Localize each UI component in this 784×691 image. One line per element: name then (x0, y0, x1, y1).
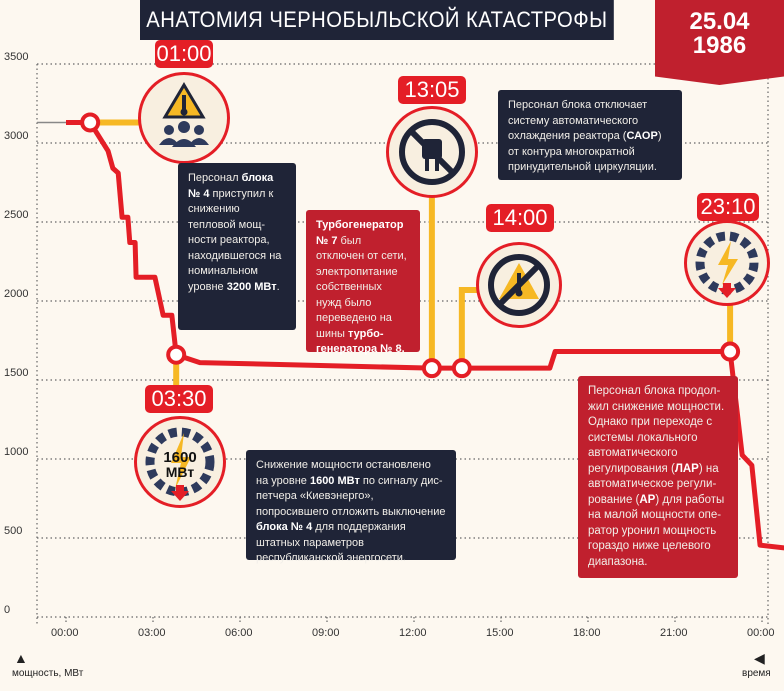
event-description: Турбогенератор № 7 был отключен от сети,… (306, 210, 420, 355)
x-tick-label: 00:00 (747, 627, 775, 639)
page-title: АНАТОМИЯ ЧЕРНОБЫЛЬСКОЙ КАТАСТРОФЫ (140, 0, 614, 40)
warning-thermometer-people-icon (138, 72, 230, 164)
y-tick-label: 2500 (4, 209, 29, 221)
x-tick-label: 09:00 (312, 627, 340, 639)
x-tick-label: 06:00 (225, 627, 253, 639)
gear-lightning-icon: 1600 МВт (134, 416, 226, 508)
event-time-label: 13:05 (398, 76, 466, 104)
event-marker (80, 112, 101, 133)
unplugged-icon (386, 106, 478, 198)
event-time-label: 01:00 (155, 40, 213, 68)
gear-lightning-down-icon (684, 220, 770, 306)
event-description: Персонал блока отключает систему автомат… (498, 90, 682, 180)
x-tick-label: 00:00 (51, 627, 79, 639)
x-tick-label: 12:00 (399, 627, 427, 639)
x-axis-arrow-icon: ◀ (754, 650, 765, 666)
event-marker (166, 344, 187, 365)
event-marker (451, 358, 472, 379)
event-time-label: 14:00 (486, 204, 554, 232)
event-time-label: 03:30 (145, 385, 213, 413)
event-marker (720, 341, 741, 362)
icon-value: 1600 (163, 449, 196, 466)
x-tick-label: 21:00 (660, 627, 688, 639)
no-cooling-icon (476, 242, 562, 328)
x-tick-label: 03:00 (138, 627, 166, 639)
power-line (66, 119, 784, 551)
y-tick-label: 3000 (4, 130, 29, 142)
date-year: 1986 (692, 32, 747, 59)
event-description: Персонал блока продол­жил снижение мощно… (578, 376, 738, 578)
event-marker (421, 358, 442, 379)
date-banner: 25.04 1986 (655, 0, 784, 85)
icon-unit: МВт (166, 464, 195, 480)
y-axis-arrow-icon: ▲ (14, 650, 28, 666)
y-tick-label: 1000 (4, 446, 29, 458)
event-description: Снижение мощности остановлено на уровне … (246, 450, 456, 564)
event-time-label: 23:10 (697, 193, 759, 221)
y-axis-label: мощность, МВт (12, 668, 84, 679)
y-tick-label: 2000 (4, 288, 29, 300)
y-tick-label: 0 (4, 604, 11, 616)
x-tick-label: 18:00 (573, 627, 601, 639)
date-day: 25.04 (689, 8, 750, 35)
y-tick-label: 500 (4, 525, 23, 537)
event-description: Персонал блока № 4 приступил к снижению … (178, 163, 296, 330)
y-tick-label: 1500 (4, 367, 29, 379)
x-tick-label: 15:00 (486, 627, 514, 639)
x-axis-label: время (742, 668, 771, 679)
y-tick-label: 3500 (4, 51, 29, 63)
connector (458, 287, 480, 369)
